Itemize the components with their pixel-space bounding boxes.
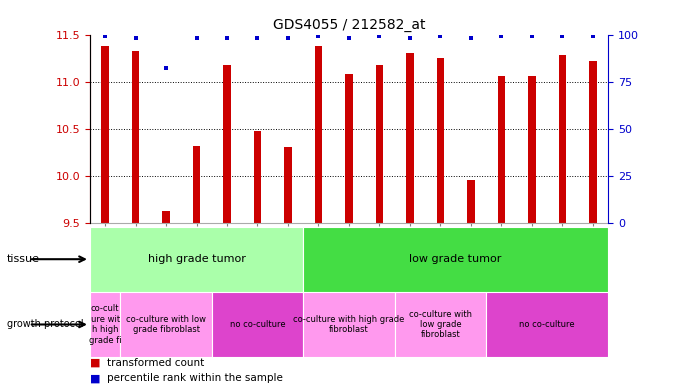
Title: GDS4055 / 212582_at: GDS4055 / 212582_at [273, 18, 425, 32]
Bar [558, 55, 566, 223]
Bar [314, 46, 322, 223]
Point [343, 35, 354, 41]
Bar [395, 292, 486, 357]
Bar [132, 51, 140, 223]
Bar [90, 227, 303, 292]
Point [557, 33, 568, 40]
Point [435, 33, 446, 40]
Bar [528, 76, 536, 223]
Text: percentile rank within the sample: percentile rank within the sample [107, 373, 283, 383]
Text: no co-culture: no co-culture [229, 320, 285, 329]
Point [160, 65, 171, 71]
Bar [211, 292, 303, 357]
Bar [303, 292, 395, 357]
Bar [303, 227, 608, 292]
Text: ■: ■ [90, 373, 100, 383]
Bar [284, 147, 292, 223]
Point [313, 33, 324, 40]
Point [252, 35, 263, 41]
Text: co-culture with high grade
fibroblast: co-culture with high grade fibroblast [293, 315, 405, 334]
Bar [467, 180, 475, 223]
Bar [486, 292, 608, 357]
Point [404, 35, 415, 41]
Point [587, 33, 598, 40]
Bar [406, 53, 414, 223]
Text: growth protocol: growth protocol [7, 319, 84, 329]
Text: high grade tumor: high grade tumor [148, 254, 245, 264]
Bar [345, 74, 353, 223]
Text: co-culture with
low grade
fibroblast: co-culture with low grade fibroblast [409, 310, 472, 339]
Bar [254, 131, 261, 223]
Point [496, 33, 507, 40]
Text: co-culture with low
grade fibroblast: co-culture with low grade fibroblast [126, 315, 206, 334]
Bar [102, 46, 109, 223]
Point [191, 35, 202, 41]
Bar [162, 212, 170, 223]
Bar [223, 65, 231, 223]
Bar [193, 146, 200, 223]
Bar [376, 65, 384, 223]
Point [527, 33, 538, 40]
Bar [437, 58, 444, 223]
Point [465, 35, 476, 41]
Bar [498, 76, 505, 223]
Point [222, 35, 233, 41]
Text: transformed count: transformed count [107, 358, 205, 368]
Point [100, 33, 111, 40]
Text: low grade tumor: low grade tumor [410, 254, 502, 264]
Bar [589, 61, 596, 223]
Point [130, 35, 141, 41]
Bar [90, 292, 120, 357]
Text: co-cult
ure wit
h high
grade fi: co-cult ure wit h high grade fi [88, 305, 122, 344]
Text: ■: ■ [90, 358, 100, 368]
Point [374, 33, 385, 40]
Bar [120, 292, 211, 357]
Text: no co-culture: no co-culture [520, 320, 575, 329]
Text: tissue: tissue [7, 254, 40, 264]
Point [283, 35, 294, 41]
